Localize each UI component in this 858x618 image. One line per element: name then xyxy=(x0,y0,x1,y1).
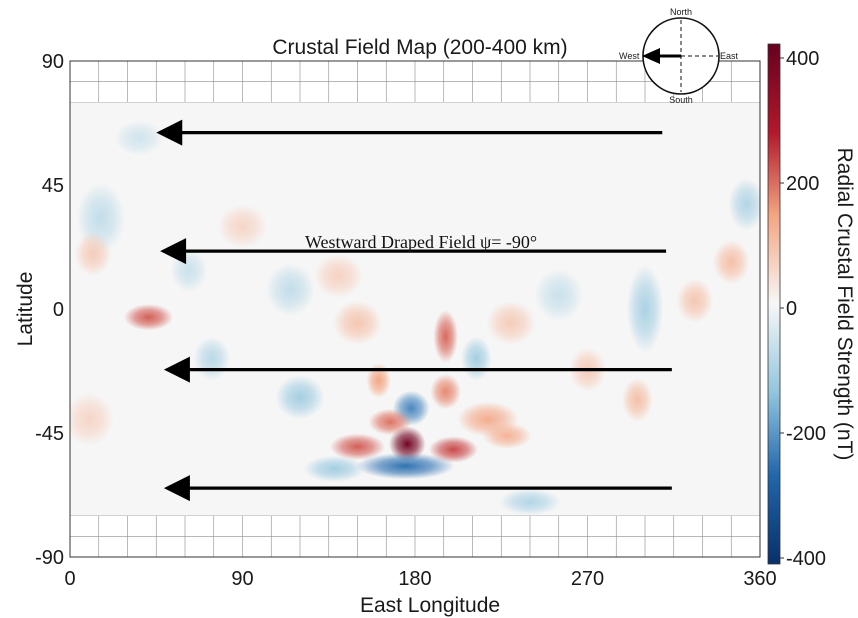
plot-frame xyxy=(69,60,761,558)
field-anomaly xyxy=(430,374,461,410)
field-anomaly xyxy=(676,278,714,323)
heatmap-layer xyxy=(70,120,760,516)
chart-title: Crustal Field Map (200-400 km) xyxy=(272,36,567,59)
colorbar: 400 200 0 -200 -400 Radial Crustal Field Str… xyxy=(767,43,856,570)
colorbar-tick-label: 0 xyxy=(786,298,797,320)
colorbar-gradient xyxy=(767,43,781,565)
field-anomaly xyxy=(534,268,584,322)
field-anomaly xyxy=(74,231,112,276)
arrowhead-icon xyxy=(163,475,190,502)
colorbar-label: Radial Crustal Field Strength (nT) xyxy=(833,148,856,461)
draped-field-annotation: Westward Draped Field ψ= -90° xyxy=(305,232,537,252)
field-anomaly xyxy=(114,120,164,156)
field-anomaly xyxy=(461,336,492,381)
arrowhead-icon xyxy=(156,119,183,146)
field-anomaly xyxy=(275,375,325,420)
field-anomaly xyxy=(486,300,536,345)
x-tick-label: 90 xyxy=(231,568,253,590)
x-tick-label: 360 xyxy=(743,568,776,590)
field-anomaly xyxy=(428,436,478,463)
field-anomaly xyxy=(193,336,231,381)
colorbar-tick-label: -400 xyxy=(786,548,826,570)
field-anomaly xyxy=(313,253,363,298)
field-anomaly xyxy=(482,422,532,449)
y-axis-label: Latitude xyxy=(14,272,37,347)
x-tick-label: 180 xyxy=(398,568,431,590)
compass-south-label: South xyxy=(669,95,693,105)
colorbar-tick-label: -200 xyxy=(786,423,826,445)
x-tick-label: 0 xyxy=(64,568,75,590)
field-anomaly xyxy=(329,433,386,461)
colorbar-tick-label: 200 xyxy=(786,173,819,195)
x-tick-labels: 0 90 180 270 360 xyxy=(64,568,776,590)
field-anomaly xyxy=(303,455,366,483)
field-anomaly xyxy=(499,488,561,516)
compass-inset: North South East West xyxy=(619,7,739,105)
field-anomaly xyxy=(265,263,315,317)
y-tick-label: 0 xyxy=(53,299,64,321)
x-axis-label: East Longitude xyxy=(360,594,500,617)
field-anomaly xyxy=(366,363,391,399)
field-anomaly xyxy=(712,240,750,285)
field-anomaly xyxy=(622,377,653,422)
field-anomaly xyxy=(388,426,426,462)
field-anomaly xyxy=(368,408,412,436)
arrow-layer xyxy=(156,119,672,502)
y-tick-label: -45 xyxy=(35,423,64,445)
y-tick-label: -90 xyxy=(35,547,64,569)
y-tick-label: 90 xyxy=(42,51,64,73)
arrowhead-icon xyxy=(160,238,187,265)
field-anomaly xyxy=(626,264,664,354)
field-anomaly xyxy=(356,452,455,480)
y-tick-label: 45 xyxy=(42,175,64,197)
field-anomaly xyxy=(332,300,383,345)
plot-area: Westward Draped Field ψ= -90° xyxy=(69,60,761,558)
colorbar-tick-labels: 400 200 0 -200 -400 xyxy=(780,48,826,570)
y-tick-labels: 90 45 0 -45 -90 xyxy=(35,51,64,569)
arrowhead-icon xyxy=(163,356,190,383)
field-anomaly xyxy=(433,310,458,364)
field-anomaly xyxy=(728,177,760,231)
field-anomaly xyxy=(217,204,268,249)
field-anomaly xyxy=(70,392,114,446)
compass-west-label: West xyxy=(619,51,640,61)
compass-east-label: East xyxy=(720,51,739,61)
compass-north-label: North xyxy=(670,7,692,17)
colorbar-tick-label: 400 xyxy=(786,48,819,70)
x-tick-label: 270 xyxy=(571,568,604,590)
field-anomaly xyxy=(124,304,174,331)
compass-arrowhead-icon xyxy=(642,48,660,64)
